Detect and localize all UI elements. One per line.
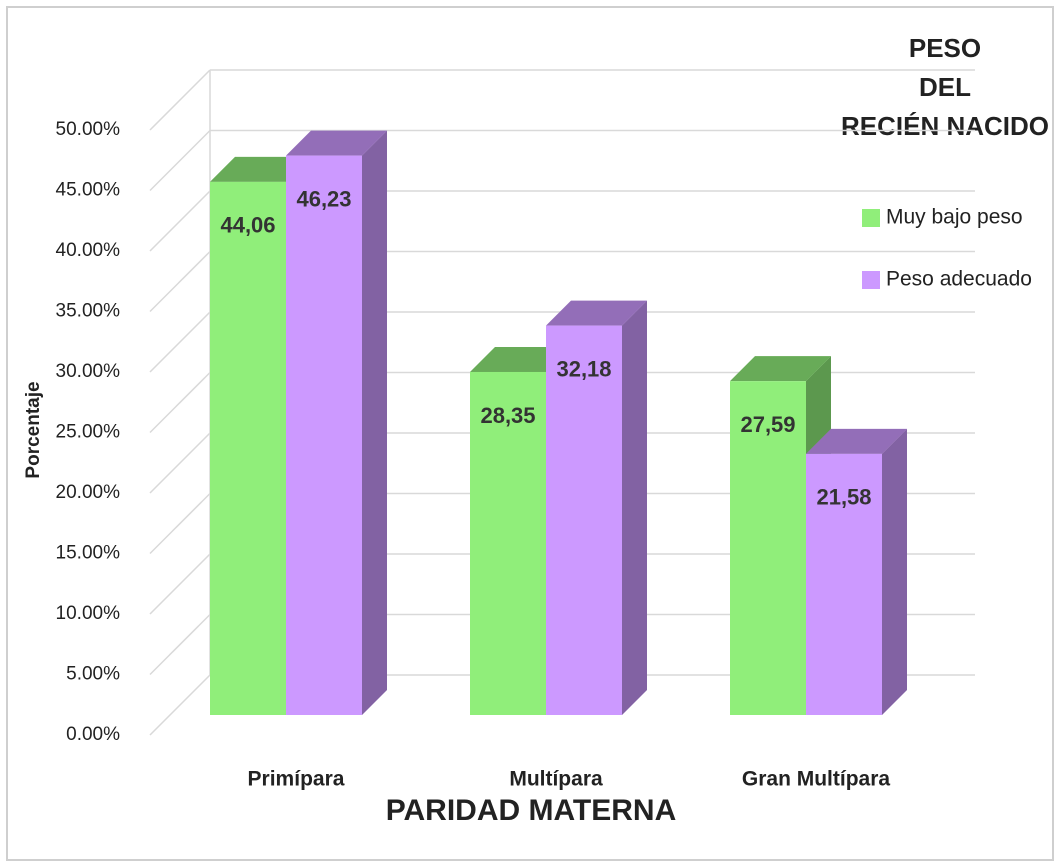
legend-swatch (862, 209, 880, 227)
bar (730, 381, 806, 715)
bar-top-shade (730, 356, 831, 382)
y-tick-label: 50.00% (56, 119, 121, 140)
bar (546, 325, 622, 715)
bar-top-shade (210, 156, 311, 182)
legend-label: Muy bajo peso (886, 206, 1023, 229)
value-label: 27,59 (740, 412, 795, 437)
bar-top-shade (546, 300, 647, 326)
x-tick-label: Primípara (248, 768, 345, 791)
legend-label: Peso adecuado (886, 268, 1032, 291)
grid-line (149, 250, 211, 313)
bar-top (546, 300, 647, 326)
y-tick-label: 5.00% (66, 664, 120, 685)
bar-side-shade (622, 300, 647, 715)
grid-line (149, 129, 211, 192)
grid-line (149, 311, 211, 373)
bar-side-shade (882, 428, 907, 715)
value-label: 32,18 (556, 356, 611, 381)
bar-side (362, 130, 387, 715)
y-axis-label: Porcentaje (23, 381, 44, 478)
grid-line (149, 371, 211, 434)
y-tick-label: 25.00% (56, 422, 121, 443)
bar (806, 453, 882, 715)
y-tick-label: 0.00% (66, 724, 120, 745)
bar-side-shade (362, 130, 387, 715)
value-label: 44,06 (220, 213, 275, 238)
x-tick-label: Gran Multípara (742, 768, 891, 791)
y-tick-label: 10.00% (56, 603, 121, 624)
bar-side (882, 428, 907, 715)
bar (210, 181, 286, 715)
grid-line (149, 190, 211, 252)
x-tick-label: Multípara (509, 768, 603, 791)
bar-top (806, 428, 907, 454)
bar-top (210, 156, 311, 182)
value-label: 46,23 (296, 186, 351, 211)
bar-top (286, 130, 387, 156)
grid-line (149, 674, 211, 736)
y-tick-label: 30.00% (56, 361, 121, 382)
bar-top-shade (806, 428, 907, 454)
x-axis-label: PARIDAD MATERNA (386, 794, 677, 827)
y-tick-label: 40.00% (56, 240, 121, 261)
grid-line (149, 553, 211, 615)
bar (470, 371, 546, 715)
value-label: 21,58 (816, 485, 871, 510)
y-tick-label: 20.00% (56, 482, 121, 503)
y-tick-label: 35.00% (56, 301, 121, 322)
bar-top (730, 356, 831, 382)
bar (286, 155, 362, 715)
grid-line (149, 613, 211, 676)
value-label: 28,35 (480, 403, 535, 428)
legend-title: RECIÉN NACIDO (841, 111, 1049, 141)
grid-line (149, 492, 211, 555)
bar-top-shade (470, 346, 571, 372)
y-tick-label: 45.00% (56, 180, 121, 201)
grid-line (149, 432, 211, 494)
legend-swatch (862, 271, 880, 289)
legend-title: DEL (919, 72, 971, 102)
legend-title: PESO (909, 33, 981, 63)
y-tick-label: 15.00% (56, 543, 121, 564)
bar-side (622, 300, 647, 715)
bar-top-shade (286, 130, 387, 156)
grid-line (149, 69, 211, 131)
bar-top (470, 346, 571, 372)
